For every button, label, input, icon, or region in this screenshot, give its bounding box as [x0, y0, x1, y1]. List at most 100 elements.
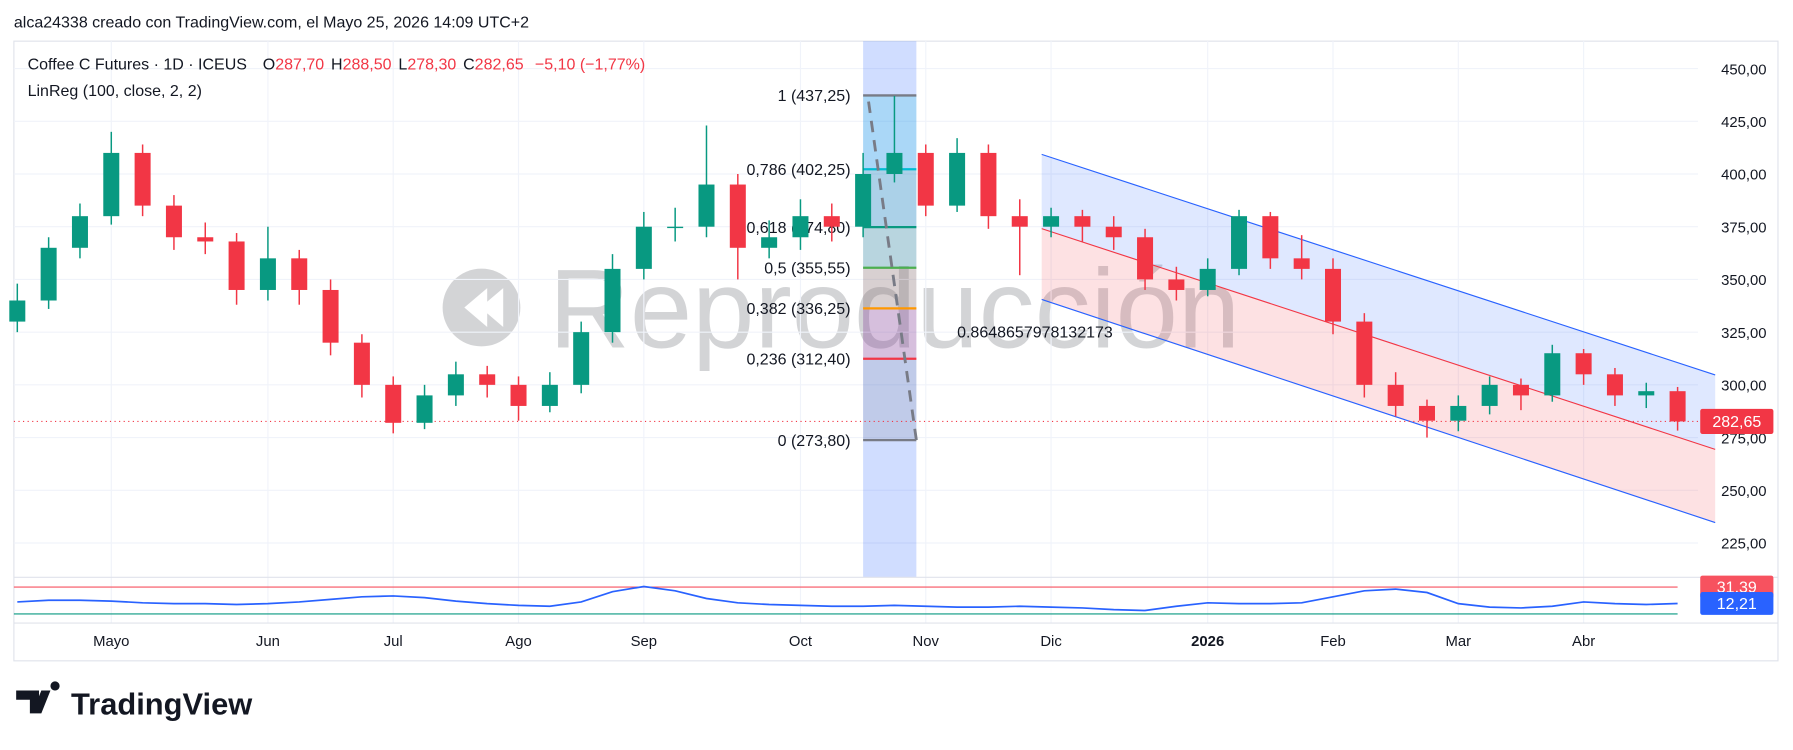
candle-body [1199, 268, 1216, 290]
candle-body [1481, 384, 1498, 406]
candle-body [1262, 216, 1279, 259]
candle-body [1669, 391, 1686, 422]
candle-body [1418, 405, 1435, 421]
candle-body [1293, 258, 1310, 269]
y-tick-label: 350,00 [1721, 273, 1766, 289]
x-tick-label: Jul [384, 634, 403, 650]
candle-body [1544, 353, 1561, 396]
candle-body [259, 258, 276, 290]
candle-body [1638, 391, 1655, 396]
candle-body [541, 384, 558, 406]
x-tick-label: Abr [1572, 634, 1595, 650]
author-line: alca24338 creado con TradingView.com, el… [14, 14, 529, 31]
y-tick-label: 275,00 [1721, 431, 1766, 447]
y-tick-label: 325,00 [1721, 326, 1766, 342]
candle-body [886, 152, 903, 174]
candle-body [291, 258, 308, 290]
candle-body [698, 184, 715, 227]
fib-label: 1 (437,25) [778, 88, 851, 105]
candle-body [917, 152, 934, 206]
y-tick-label: 250,00 [1721, 484, 1766, 500]
y-tick-label: 300,00 [1721, 379, 1766, 395]
candle-body [479, 374, 496, 385]
candle-body [573, 332, 590, 385]
fib-zone [863, 308, 917, 359]
candle-body [1168, 279, 1185, 290]
fib-label: 0,786 (402,25) [746, 162, 850, 179]
y-tick-label: 425,00 [1721, 115, 1766, 131]
x-tick-label: Jun [256, 634, 280, 650]
fib-label: 0,5 (355,55) [764, 260, 850, 277]
candle-body [103, 152, 120, 217]
watermark-icon [442, 268, 521, 347]
logo-text: TradingView [71, 687, 253, 722]
indicator-value-box [1700, 592, 1774, 615]
x-tick-label: Nov [913, 634, 940, 650]
fib-zone [863, 267, 917, 309]
y-tick-label: 375,00 [1721, 220, 1766, 236]
ohlc-key: L [398, 57, 407, 74]
chart-frame [13, 40, 1779, 662]
indicator-name: LinReg (100, close, 2, 2) [28, 83, 202, 100]
ohlc-key: H [331, 57, 343, 74]
indicator-line [17, 585, 1678, 612]
x-tick-label: Ago [505, 634, 531, 650]
ohlc-key: C [463, 57, 475, 74]
x-tick-label: Sep [631, 634, 657, 650]
candle-body [635, 226, 652, 269]
candle-body [134, 152, 151, 206]
candle-body [1011, 216, 1028, 227]
candle-body [197, 237, 214, 242]
x-tick-label: Dic [1040, 634, 1062, 650]
candle-body [604, 268, 621, 333]
fib-label: 0,382 (336,25) [746, 301, 850, 318]
fib-label: 0 (273,80) [778, 433, 851, 450]
candle-body [416, 395, 433, 423]
candle-body [71, 216, 88, 248]
last-price-box [1700, 408, 1774, 435]
fib-label: 0,236 (312,40) [746, 351, 850, 368]
candle-body [9, 300, 26, 322]
candle-body [228, 241, 245, 290]
candle-body [510, 384, 527, 406]
y-tick-label: 450,00 [1721, 62, 1766, 78]
channel-middle [1041, 228, 1716, 450]
candle-body [1105, 226, 1122, 238]
channel-lower [1041, 298, 1716, 524]
candle-body [792, 216, 809, 238]
x-tick-label: 2026 [1191, 634, 1224, 650]
candle-body [823, 216, 840, 227]
candle-body [1450, 405, 1467, 421]
ohlc-value: 282,65 [475, 57, 524, 74]
y-tick-label: 225,00 [1721, 537, 1766, 553]
channel-upper [1041, 153, 1716, 376]
candle-body [1043, 216, 1060, 227]
x-tick-label: Oct [789, 634, 813, 650]
candle-body [1387, 384, 1404, 406]
last-price-label: 282,65 [1712, 414, 1761, 431]
logo: TradingView [16, 681, 253, 722]
y-tick-label: 400,00 [1721, 168, 1766, 184]
candle-body [1575, 353, 1592, 375]
ohlc-value: 287,70 [275, 57, 324, 74]
ohlc-value: 288,50 [343, 57, 392, 74]
candle-body [1074, 216, 1091, 227]
symbol-line: Coffee C Futures · 1D · ICEUS O287,70 H28… [28, 57, 646, 74]
x-tick-label: Mar [1446, 634, 1472, 650]
candle-body [40, 247, 57, 301]
x-tick-label: Mayo [93, 634, 129, 650]
candle-body [1325, 268, 1342, 322]
change: −5,10 (−1,77%) [535, 57, 645, 74]
watermark-icon [464, 288, 504, 327]
candle-body [949, 152, 966, 206]
candle-body [1512, 384, 1529, 396]
candle-body [447, 374, 464, 396]
channel-lower-fill [1041, 228, 1716, 523]
logo-icon [16, 681, 60, 714]
candle-body [855, 173, 872, 227]
candle-body [667, 226, 684, 229]
candle-body [1606, 374, 1623, 396]
candle-body [1137, 237, 1154, 280]
